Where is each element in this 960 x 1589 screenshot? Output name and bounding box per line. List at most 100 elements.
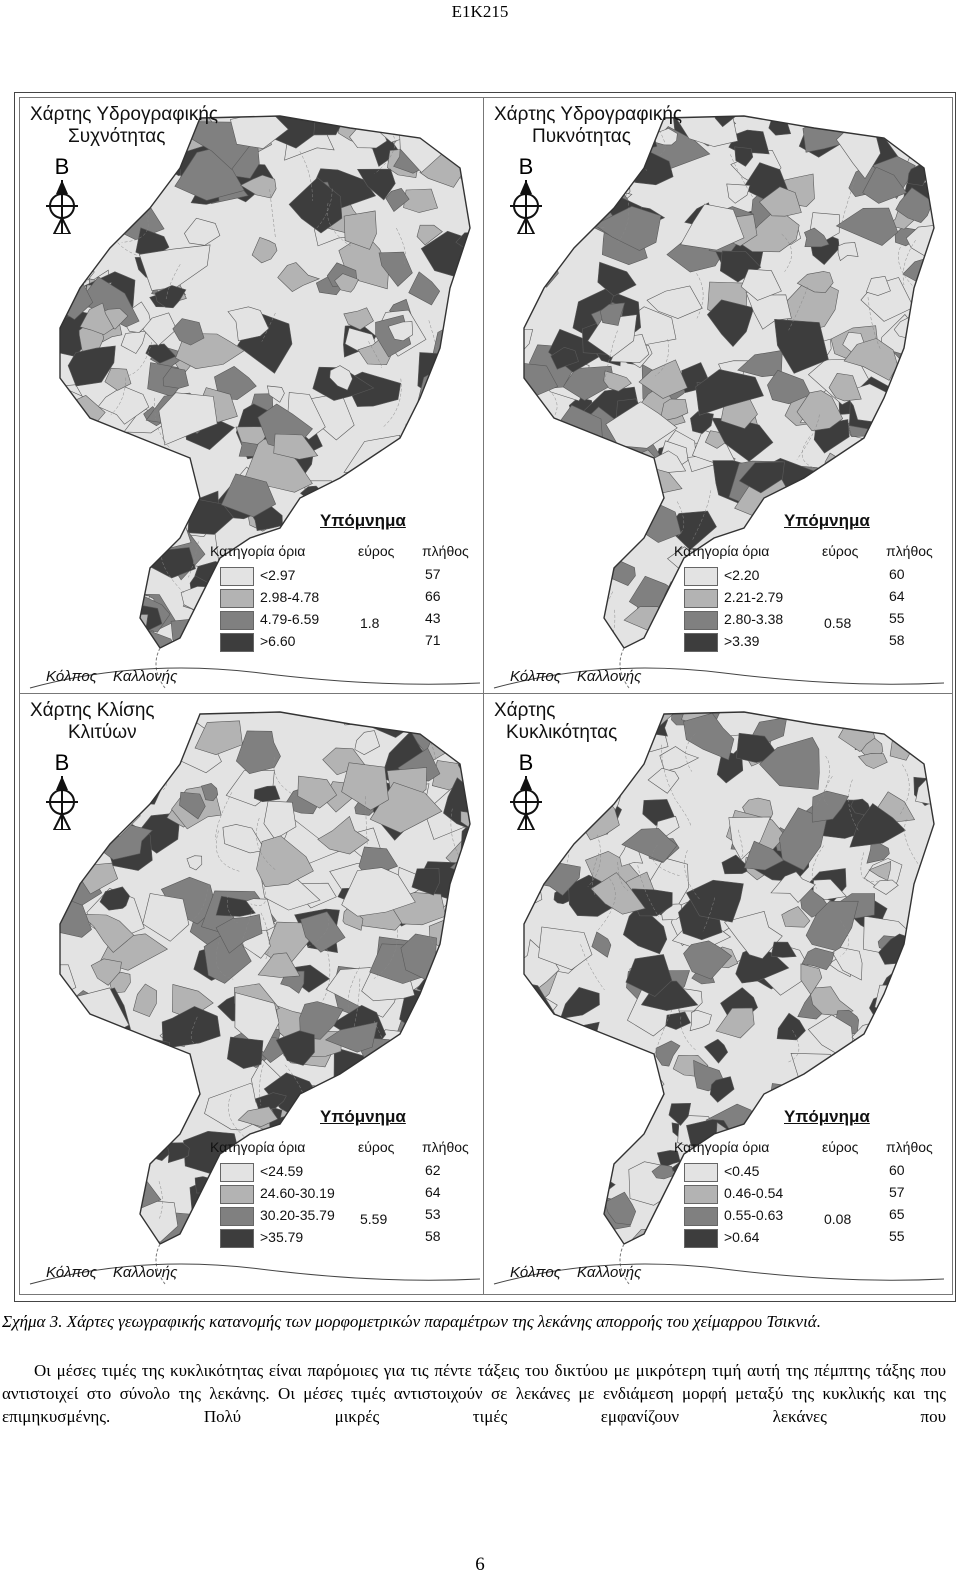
sub-basin xyxy=(97,385,150,425)
stream-line xyxy=(680,1016,697,1051)
sub-basin xyxy=(740,268,782,301)
map-title-line: Κλιτύων xyxy=(68,722,137,743)
legend-count: 65 xyxy=(889,1206,905,1222)
stream-line xyxy=(63,1048,69,1094)
sub-basin xyxy=(805,900,859,952)
stream-line xyxy=(284,1064,309,1112)
sub-basin xyxy=(343,307,374,331)
sub-basin xyxy=(162,367,189,389)
stream-line xyxy=(580,944,605,991)
sub-basin xyxy=(638,359,688,399)
stream-line xyxy=(227,894,238,924)
legend-swatch xyxy=(220,1229,254,1248)
stream-line xyxy=(841,176,857,225)
sub-basin xyxy=(743,840,785,871)
sub-basin xyxy=(770,871,816,903)
legend-swatch xyxy=(684,1185,718,1204)
stream-line xyxy=(781,233,792,272)
sub-basin xyxy=(60,1178,97,1212)
stream-line xyxy=(158,1181,163,1220)
sub-basin xyxy=(385,187,410,212)
sub-basin xyxy=(60,533,94,560)
sub-basin xyxy=(569,569,601,604)
stream-line xyxy=(365,796,368,846)
stream-line xyxy=(155,1066,183,1118)
sub-basin xyxy=(577,1104,636,1154)
sub-basin xyxy=(655,1040,681,1067)
sub-basin xyxy=(587,314,638,358)
figure-caption: Σχήμα 3. Χάρτες γεωγραφικής κατανομής τω… xyxy=(2,1312,821,1331)
sub-basin xyxy=(524,1159,535,1189)
catchment-map xyxy=(29,115,481,689)
sub-basin xyxy=(524,1169,545,1197)
sub-basin xyxy=(80,1131,141,1167)
coastline xyxy=(29,667,481,689)
sub-basin xyxy=(457,331,470,358)
legend-header-category: Κατηγορία όρια xyxy=(210,543,306,559)
sub-basin xyxy=(332,712,375,726)
sub-basin xyxy=(127,636,152,648)
sub-basin xyxy=(69,527,113,556)
outlet-stream xyxy=(155,1243,166,1285)
gulf-label: Κόλπος Καλλονής xyxy=(510,668,657,685)
legend-row: 2.98-4.78 66 xyxy=(220,588,480,608)
stream-line xyxy=(567,586,590,631)
stream-line xyxy=(165,264,181,300)
sub-basin xyxy=(387,321,414,342)
stream-line xyxy=(788,286,809,331)
gulf-label-word: Καλλονής xyxy=(113,1264,178,1281)
sub-basin xyxy=(570,1170,592,1195)
stream-line xyxy=(154,397,171,449)
stream-line xyxy=(456,262,465,315)
map-title-line: Χάρτης Υδρογραφικής xyxy=(30,104,219,125)
compass-rose-icon xyxy=(510,180,542,234)
legend-row: >0.64 55 xyxy=(684,1228,944,1248)
legend-row: <24.59 62 xyxy=(220,1162,480,1182)
legend-row: >35.79 58 xyxy=(220,1228,480,1248)
sub-basin xyxy=(704,1038,729,1064)
stream-line xyxy=(373,1020,397,1062)
sub-basin xyxy=(145,343,177,364)
sub-basin xyxy=(256,835,314,888)
sub-basin xyxy=(354,730,381,756)
stream-line xyxy=(916,402,934,437)
sub-basin xyxy=(745,291,792,330)
legend-row: 0.55-0.63 65 xyxy=(684,1206,944,1226)
gulf-label-word: Κόλπος xyxy=(510,1264,562,1281)
sub-basin xyxy=(728,816,771,861)
gulf-label-word: Κόλπος xyxy=(46,1264,98,1281)
sub-basin xyxy=(160,876,217,925)
sub-basin xyxy=(254,1092,287,1113)
legend-swatch xyxy=(220,589,254,608)
north-letter: Β xyxy=(54,750,70,775)
sub-basin xyxy=(811,790,849,823)
north-letter: Β xyxy=(518,154,534,179)
stream-line xyxy=(617,187,630,243)
map-legend: Υπόμνημα Κατηγορία όρια εύρος πλήθος 0.58 <2.… xyxy=(674,511,944,661)
stream-line xyxy=(603,330,618,386)
legend-count: 55 xyxy=(889,1228,905,1244)
legend-count: 57 xyxy=(425,566,441,582)
sub-basin xyxy=(99,153,147,195)
sub-basin xyxy=(124,454,184,490)
sub-basin xyxy=(113,495,152,532)
sub-basin xyxy=(737,350,783,378)
sub-basin xyxy=(234,992,280,1053)
legend-class-label: 0.55-0.63 xyxy=(724,1207,784,1223)
legend-row: >6.60 71 xyxy=(220,632,480,652)
stream-line xyxy=(378,486,396,513)
legend-row: 0.46-0.54 57 xyxy=(684,1184,944,1204)
legend-class-label: 30.20-35.79 xyxy=(260,1207,335,1223)
sub-basin xyxy=(226,1036,264,1069)
sub-basin xyxy=(436,1051,470,1086)
sub-basin xyxy=(595,1049,665,1109)
sub-basin xyxy=(886,978,914,993)
figure-maps: Χάρτης Υδρογραφικής Συχνότητας Β Υπόμνημα Κα… xyxy=(14,92,956,1302)
legend-count: 43 xyxy=(425,610,441,626)
sub-basin xyxy=(341,762,389,811)
legend-class-label: <2.97 xyxy=(260,567,296,583)
sub-basin xyxy=(154,285,187,309)
sub-basin xyxy=(800,963,823,995)
map-panel: Χάρτης Υδρογραφικής Πυκνότητας Β Υπόμνημα Κα… xyxy=(483,97,953,699)
sub-basin xyxy=(403,188,438,213)
